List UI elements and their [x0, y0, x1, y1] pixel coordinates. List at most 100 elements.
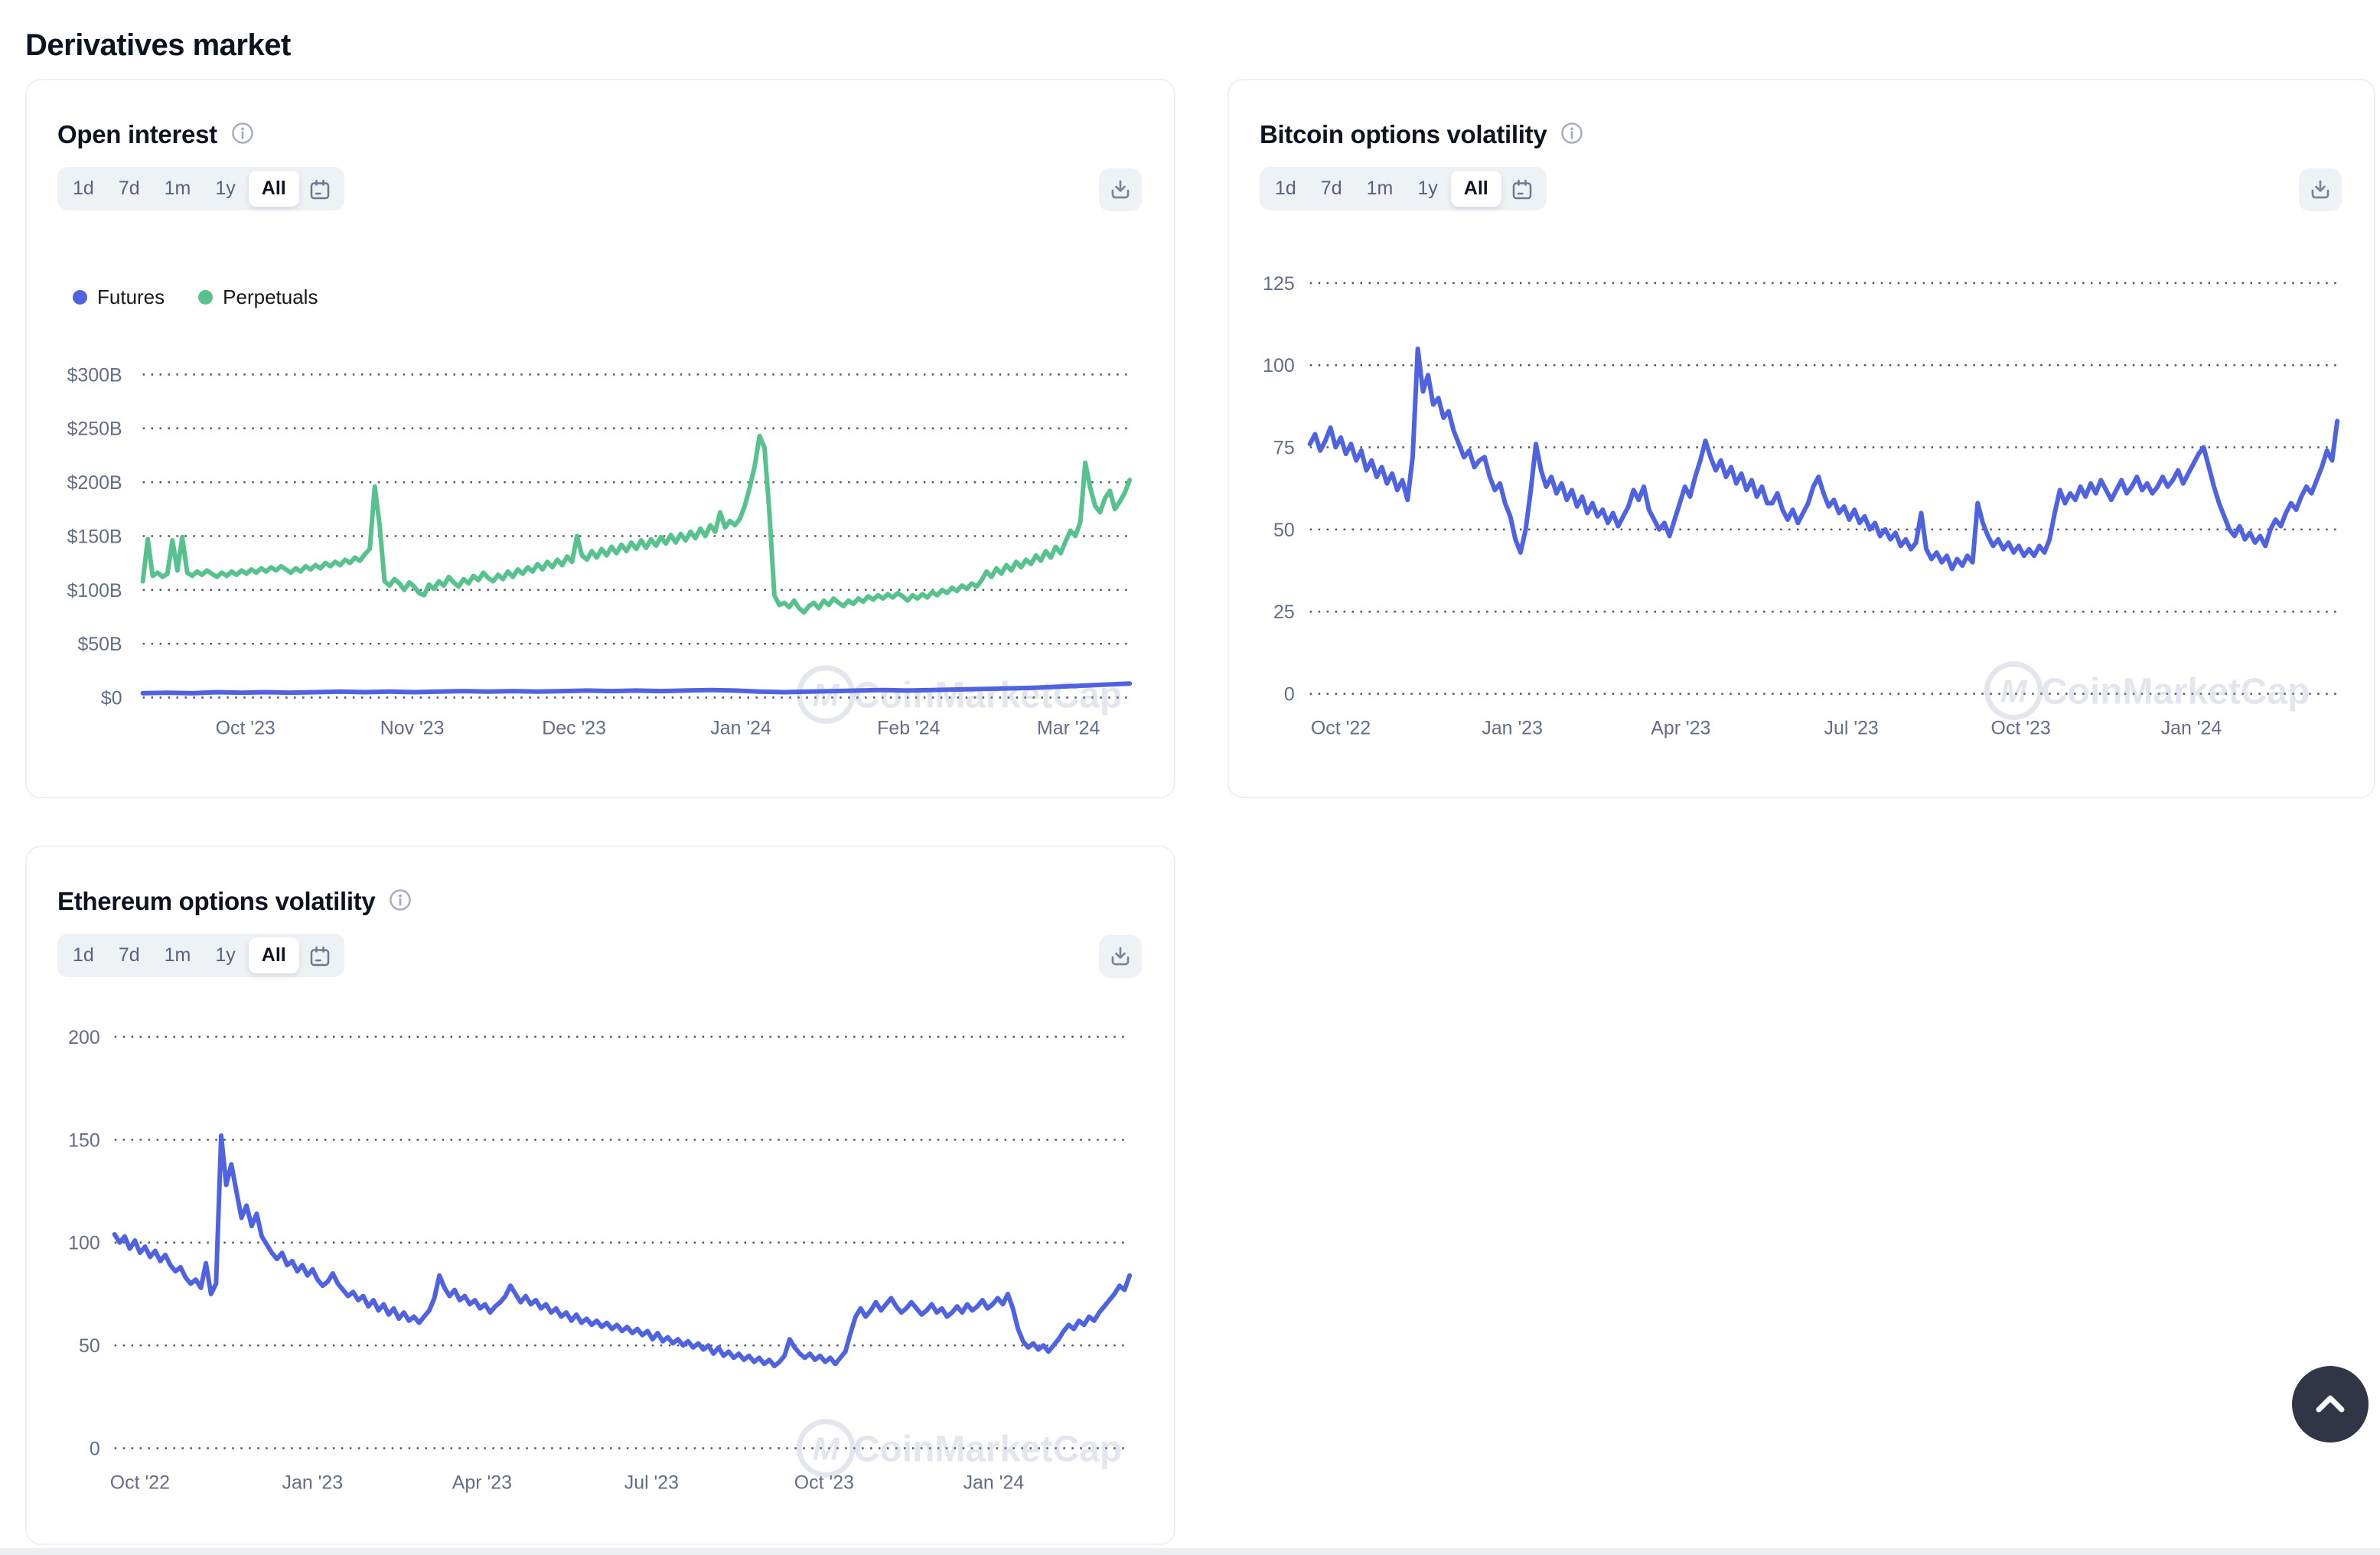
y-axis-label: $100B	[67, 580, 122, 601]
range-button-1d[interactable]: 1d	[61, 172, 106, 205]
y-axis-label: $300B	[67, 364, 122, 386]
download-icon	[1111, 180, 1130, 199]
legend-item-futures[interactable]: Futures	[73, 285, 165, 309]
ethereum-options-volatility-title: Ethereum options volatility	[57, 887, 376, 915]
y-axis-label: 25	[1273, 601, 1295, 623]
x-axis-label: Feb '24	[877, 717, 941, 738]
watermark-text: CoinMarketCap	[853, 1429, 1122, 1470]
scroll-to-top-button[interactable]	[2292, 1366, 2369, 1443]
x-axis-label: Nov '23	[380, 717, 445, 738]
y-axis-label: 100	[68, 1233, 100, 1254]
range-button-1d[interactable]: 1d	[61, 939, 106, 972]
legend-label: Futures	[97, 285, 165, 308]
range-button-1m[interactable]: 1m	[153, 939, 203, 972]
watermark-logo-m: M	[2000, 673, 2028, 709]
x-axis-label: Jul '23	[624, 1472, 679, 1493]
x-axis-label: Dec '23	[542, 717, 606, 738]
x-axis-label: Jan '24	[710, 717, 771, 738]
x-axis-label: Mar '24	[1037, 717, 1100, 738]
bitcoin-options-volatility-card: Bitcoin options volatility 1d 7d 1m 1y All 1…	[1227, 79, 2375, 798]
time-range-selector: 1d 7d 1m 1y All	[57, 934, 344, 977]
y-axis-label: 0	[1284, 684, 1295, 706]
coinmarketcap-watermark: CoinMarketCap M	[1984, 661, 2310, 720]
range-button-1m[interactable]: 1m	[153, 172, 203, 205]
x-axis-label: Jan '24	[2161, 717, 2222, 738]
time-range-selector: 1d 7d 1m 1y All	[57, 167, 344, 210]
ethereum-options-volatility-card: Ethereum options volatility 1d 7d 1m 1y All …	[25, 846, 1175, 1545]
x-axis-label: Jan '23	[282, 1472, 344, 1493]
info-icon[interactable]	[1560, 122, 1583, 148]
download-icon	[1111, 947, 1130, 966]
download-button[interactable]	[1099, 168, 1142, 211]
chart-legend: Futures Perpetuals	[73, 285, 318, 309]
x-axis-label: Oct '23	[216, 717, 275, 738]
watermark-text: CoinMarketCap	[2041, 672, 2310, 712]
range-button-all[interactable]: All	[1450, 171, 1501, 207]
y-axis-label: 150	[68, 1130, 100, 1151]
download-icon	[2311, 180, 2329, 199]
x-axis-label: Apr '23	[1651, 717, 1710, 738]
open-interest-chart[interactable]: $300B $250B $200B $150B $100B $50B $0 Oct '23 No…	[27, 80, 1174, 797]
coinmarketcap-logo-icon	[796, 1419, 856, 1478]
x-axis-label: Apr '23	[452, 1472, 512, 1493]
range-button-1y[interactable]: 1y	[204, 172, 246, 205]
range-button-1d[interactable]: 1d	[1263, 172, 1308, 205]
ethereum-options-volatility-chart[interactable]: 200 150 100 50 0 Oct '22 Jan '23 Apr '23 Jul '23…	[27, 847, 1174, 1544]
download-button[interactable]	[1099, 935, 1142, 978]
range-button-7d[interactable]: 7d	[107, 172, 152, 205]
watermark-text: CoinMarketCap	[853, 676, 1122, 716]
legend-dot-icon	[198, 290, 214, 305]
x-axis-label: Jul '23	[1824, 717, 1879, 738]
y-axis-label: 50	[1273, 520, 1295, 541]
y-axis-label: 100	[1263, 355, 1295, 377]
series-line-futures	[140, 681, 1133, 696]
x-axis-label: Jan '23	[1482, 717, 1543, 738]
x-axis-label: Oct '22	[110, 1472, 170, 1493]
range-button-7d[interactable]: 7d	[107, 939, 152, 972]
legend-item-perpetuals[interactable]: Perpetuals	[198, 285, 318, 309]
calendar-icon	[310, 946, 329, 967]
download-button[interactable]	[2299, 168, 2342, 211]
calendar-button[interactable]	[301, 941, 341, 970]
y-axis-label: $200B	[67, 472, 122, 494]
range-button-all[interactable]: All	[248, 171, 299, 207]
y-axis-label: 75	[1273, 438, 1295, 459]
range-button-1m[interactable]: 1m	[1355, 172, 1405, 205]
bitcoin-options-volatility-title: Bitcoin options volatility	[1260, 120, 1547, 148]
chevron-up-icon	[2316, 1395, 2345, 1413]
y-axis-label: 125	[1263, 273, 1295, 295]
bitcoin-options-volatility-chart[interactable]: 125 100 75 50 25 0 Oct '22 Jan '23 Apr '23 Jul '2…	[1229, 80, 2374, 797]
coinmarketcap-logo-icon	[1984, 661, 2043, 720]
y-axis-label: $50B	[77, 634, 122, 655]
info-icon[interactable]	[231, 122, 254, 148]
coinmarketcap-logo-icon	[796, 665, 856, 724]
series-line-perpetuals	[140, 433, 1133, 615]
time-range-selector: 1d 7d 1m 1y All	[1260, 167, 1547, 210]
y-axis-label: 50	[79, 1335, 100, 1357]
range-button-all[interactable]: All	[248, 937, 299, 973]
y-axis-label: $250B	[67, 419, 122, 440]
calendar-button[interactable]	[301, 174, 341, 203]
x-axis-label: Oct '22	[1311, 717, 1371, 738]
x-axis-label: Oct '23	[1991, 717, 2051, 738]
calendar-button[interactable]	[1503, 174, 1543, 203]
coinmarketcap-watermark: CoinMarketCap M	[796, 665, 1122, 724]
y-axis-label: 0	[90, 1439, 100, 1460]
watermark-logo-m: M	[813, 677, 840, 713]
open-interest-card: Open interest 1d 7d 1m 1y All Futures Perpetu…	[25, 79, 1175, 798]
next-section-edge	[0, 1548, 2380, 1555]
y-axis-label: $0	[101, 688, 122, 709]
range-button-7d[interactable]: 7d	[1309, 172, 1354, 205]
range-button-1y[interactable]: 1y	[1406, 172, 1449, 205]
open-interest-title: Open interest	[57, 120, 217, 148]
legend-label: Perpetuals	[223, 285, 318, 308]
watermark-logo-m: M	[813, 1431, 840, 1467]
series-line-eth-volatility	[112, 1133, 1133, 1369]
series-line-btc-volatility	[1307, 346, 2340, 572]
y-axis-label: $150B	[67, 526, 122, 547]
x-axis-label: Jan '24	[963, 1472, 1025, 1493]
calendar-icon	[310, 179, 329, 200]
x-axis-label: Oct '23	[794, 1472, 854, 1493]
info-icon[interactable]	[389, 888, 412, 915]
range-button-1y[interactable]: 1y	[204, 939, 246, 972]
